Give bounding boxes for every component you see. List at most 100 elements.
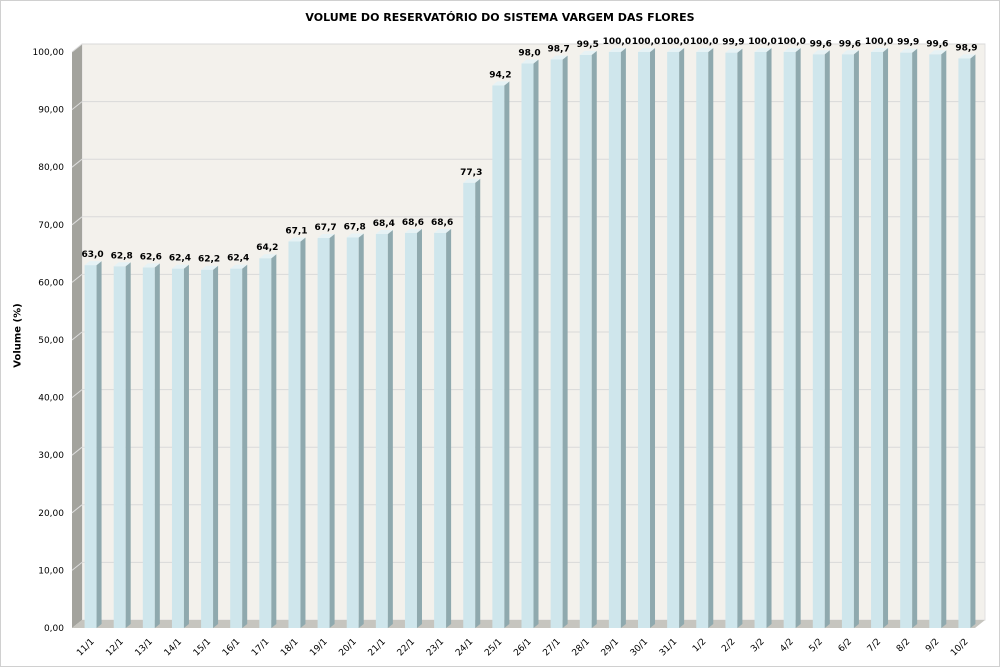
bar (550, 55, 568, 629)
bar-side (446, 228, 452, 628)
bar (434, 228, 452, 628)
data-label: 67,1 (285, 227, 307, 237)
gridline-side (71, 389, 83, 398)
gridline-side (71, 158, 83, 168)
x-tick-label: 15/1 (192, 637, 213, 658)
data-label: 62,8 (111, 251, 133, 261)
data-label: 77,3 (460, 168, 482, 178)
bar-top (142, 263, 160, 268)
bar (783, 48, 801, 628)
bar-front (84, 265, 97, 628)
bar-side (125, 262, 131, 628)
bar (871, 48, 889, 628)
x-tick-label: 17/1 (250, 637, 271, 658)
bar-top (929, 50, 947, 55)
bar-front (288, 241, 301, 628)
bar-side (708, 48, 714, 628)
bar (142, 263, 160, 628)
bar (317, 234, 335, 628)
x-tick-label: 28/1 (571, 637, 592, 658)
gridline-side (71, 274, 83, 283)
y-tick-label: 100,00 (33, 48, 65, 58)
bar-front (259, 258, 272, 628)
bar-side (883, 48, 889, 628)
y-tick-label: 10,00 (38, 566, 64, 576)
y-tick-label: 20,00 (38, 509, 64, 519)
bar-front (404, 232, 417, 628)
bar-top (871, 48, 889, 52)
y-tick-label: 40,00 (38, 394, 64, 404)
bar-front (871, 52, 884, 628)
data-label: 68,6 (402, 218, 424, 228)
bar-top (492, 81, 510, 86)
x-tick-label: 22/1 (396, 637, 417, 658)
gridline-side (71, 446, 83, 456)
bar (608, 48, 626, 628)
x-tick-label: 7/2 (866, 637, 883, 654)
bar (638, 48, 656, 628)
data-label: 68,6 (431, 218, 453, 228)
y-tick-label: 70,00 (38, 221, 64, 231)
bar-front (201, 269, 214, 628)
x-tick-label: 10/2 (949, 637, 970, 658)
bar (579, 50, 597, 628)
data-label: 99,6 (839, 39, 861, 49)
y-tick-label: 60,00 (38, 278, 64, 288)
x-tick-label: 31/1 (658, 637, 679, 658)
bar-front (521, 63, 534, 628)
data-label: 98,0 (518, 49, 540, 59)
x-tick-label: 2/2 (720, 637, 737, 654)
gridline-side (71, 101, 83, 110)
bar-front (317, 238, 330, 628)
bar-side (941, 50, 947, 628)
bar-front (434, 232, 447, 628)
x-tick-label: 24/1 (454, 637, 475, 658)
bar-side (737, 48, 743, 629)
bar-side (824, 50, 830, 628)
bar-side (504, 81, 510, 628)
data-label: 94,2 (489, 70, 511, 80)
bar (171, 264, 189, 628)
gridline-side (71, 216, 83, 226)
bar-front (230, 268, 243, 628)
bar-top (317, 234, 335, 239)
bar-top (230, 264, 248, 269)
data-label: 63,0 (81, 250, 103, 260)
bar-top (434, 228, 452, 233)
x-tick-label: 18/1 (279, 637, 300, 658)
bar-top (113, 262, 131, 267)
x-tick-label: 20/1 (337, 637, 358, 658)
bar-front (929, 54, 942, 628)
bar-front (667, 52, 680, 628)
bar (696, 48, 714, 628)
bar-front (638, 52, 651, 628)
data-label: 67,7 (314, 223, 336, 233)
data-label: 100,0 (690, 37, 718, 47)
gridline-side (71, 562, 83, 571)
data-label: 100,0 (603, 37, 631, 47)
bar-side (96, 261, 102, 628)
bar-top (201, 265, 219, 270)
bar-top (171, 264, 189, 269)
y-tick-label: 90,00 (38, 106, 64, 116)
bar-front (812, 54, 825, 628)
bar (346, 233, 364, 629)
data-label: 99,9 (722, 38, 744, 48)
x-tick-label: 30/1 (629, 637, 650, 658)
data-label: 99,5 (577, 40, 599, 50)
bar-side (766, 48, 772, 628)
bar-side (213, 265, 219, 628)
bar (230, 264, 248, 628)
bar-side (329, 234, 335, 628)
data-label: 62,4 (227, 254, 249, 264)
bar-front (900, 52, 913, 629)
bar-front (696, 52, 709, 628)
bar-top (900, 48, 918, 53)
bar (754, 48, 772, 628)
bar-side (358, 233, 364, 629)
data-label: 62,4 (169, 254, 191, 264)
bar-side (183, 264, 189, 628)
bar-side (416, 228, 422, 628)
y-tick-label: 80,00 (38, 163, 64, 173)
data-label: 100,0 (661, 37, 689, 47)
